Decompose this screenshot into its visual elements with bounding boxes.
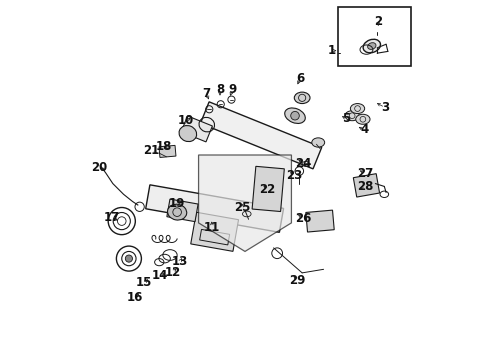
Polygon shape (353, 174, 380, 197)
Text: 6: 6 (296, 72, 304, 85)
Text: 1: 1 (328, 44, 336, 57)
Ellipse shape (350, 104, 365, 113)
Circle shape (125, 255, 132, 262)
Polygon shape (167, 199, 198, 222)
Ellipse shape (179, 126, 196, 141)
Text: 26: 26 (294, 212, 311, 225)
Ellipse shape (363, 39, 381, 53)
Polygon shape (198, 155, 292, 251)
Ellipse shape (368, 43, 376, 49)
Ellipse shape (294, 92, 310, 104)
Text: 24: 24 (295, 157, 312, 170)
Text: 19: 19 (168, 197, 185, 211)
Text: 22: 22 (259, 183, 275, 196)
Text: 16: 16 (127, 291, 144, 304)
Text: 14: 14 (152, 269, 168, 282)
Text: 21: 21 (143, 144, 160, 157)
Ellipse shape (345, 111, 359, 121)
Text: 10: 10 (178, 114, 194, 127)
Polygon shape (191, 212, 239, 251)
Text: 2: 2 (374, 15, 382, 28)
Ellipse shape (356, 114, 370, 124)
Text: 28: 28 (358, 180, 374, 193)
Polygon shape (200, 102, 322, 169)
Circle shape (291, 111, 299, 120)
Text: 15: 15 (136, 276, 152, 289)
Text: 7: 7 (202, 87, 211, 100)
Text: 25: 25 (234, 201, 250, 214)
Polygon shape (146, 185, 284, 232)
Text: 23: 23 (286, 169, 302, 182)
Text: 4: 4 (361, 123, 369, 136)
Text: 20: 20 (91, 161, 107, 174)
Polygon shape (159, 145, 176, 157)
Text: 12: 12 (165, 266, 181, 279)
Ellipse shape (285, 108, 305, 123)
Bar (338, 7, 411, 66)
Polygon shape (252, 166, 284, 212)
Text: 3: 3 (381, 101, 389, 114)
Text: 11: 11 (204, 221, 220, 234)
Polygon shape (306, 210, 334, 232)
Ellipse shape (168, 204, 187, 220)
Text: 13: 13 (172, 255, 188, 268)
Ellipse shape (312, 138, 325, 147)
Polygon shape (181, 116, 212, 142)
Text: 18: 18 (155, 140, 172, 153)
Text: 27: 27 (358, 167, 374, 180)
Text: 5: 5 (343, 112, 350, 125)
Text: 8: 8 (216, 84, 224, 96)
Text: 9: 9 (228, 84, 237, 96)
Text: 17: 17 (104, 211, 120, 224)
Text: 29: 29 (289, 274, 306, 287)
